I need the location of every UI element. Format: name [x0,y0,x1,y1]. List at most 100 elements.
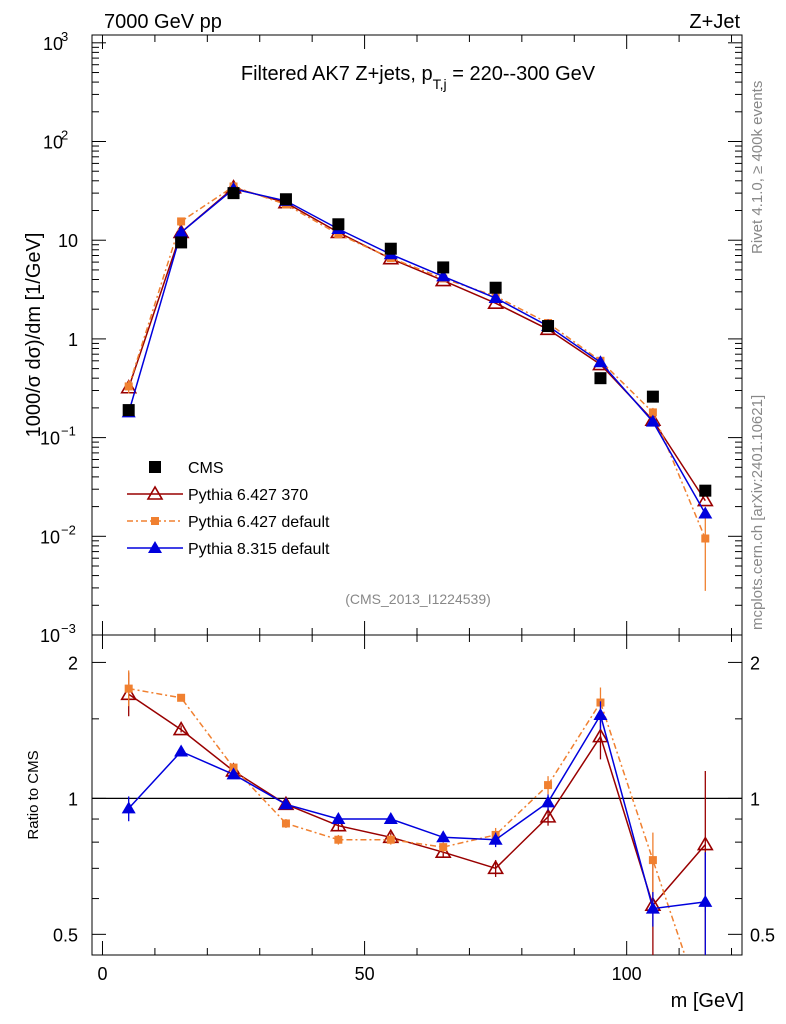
ratioseries-line [128,687,686,955]
x-tick-label: 100 [612,964,642,984]
y-tick-label: 10 [58,231,78,251]
maindata-point [175,236,188,249]
header-left-label: 7000 GeV pp [104,11,222,33]
ratiodata-point [645,901,660,914]
ratiodata-point [592,728,609,743]
y-tick-label: 1 [68,330,78,350]
ratioseries-line [128,693,706,907]
ratiodata-point [278,797,293,810]
maindata-point [122,404,135,417]
ratiodata-point [124,684,133,693]
y-tick-label: 10 [43,34,63,54]
maindata-point [542,320,555,333]
maindata-point [279,193,292,206]
ratiodata-point [436,830,451,843]
y-tick-exponent: 2 [61,128,68,143]
maindata-point [696,492,714,507]
rivet-label: Rivet 4.1.0, ≥ 400k events [749,81,766,254]
ratio-y-tick-label-right: 0.5 [750,925,775,945]
legend-marker [149,461,161,473]
y-tick-exponent: −1 [61,424,76,439]
main-y-axis-label: 1000/σ dσ)/dm [1/GeV] [23,233,45,438]
ratiodata-point [648,856,657,865]
maindata-point [594,372,607,385]
ratiodata-point [488,832,503,845]
analysis-annotation: (CMS_2013_I1224539) [345,591,491,607]
mainseries-line [127,188,706,514]
mainseries-line [127,185,706,539]
ratiodata-point [334,835,343,844]
maindata-point [645,414,660,427]
maindata-point [227,187,240,200]
ratiodata-point [698,894,713,907]
maindata-point [698,506,713,519]
y-tick-exponent: 3 [61,29,68,44]
x-tick-label: 0 [97,964,107,984]
legend-marker [148,541,162,553]
ratiodata-point [386,835,395,844]
ratio-y-tick-label-right: 2 [750,653,760,673]
maindata-point [124,382,133,391]
y-tick-label: 10 [40,429,60,449]
y-tick-exponent: −2 [61,522,76,537]
maindata-point [177,217,186,226]
ratiodata-point [329,817,347,832]
ratiodata-point [281,819,290,828]
y-tick-label: 10 [40,527,60,547]
ratio-y-axis-label: Ratio to CMS [25,750,42,839]
maindata-point [488,290,503,303]
header-right-label: Z+Jet [689,11,740,33]
ratiodata-point [541,795,556,808]
legend-label: Pythia 6.427 370 [188,487,308,504]
ratiodata-point [539,808,557,823]
maindata-point [699,484,712,497]
maindata-point [174,225,189,238]
y-tick-exponent: −3 [61,621,76,636]
mainseries-line [127,186,706,502]
ratio-y-tick-label: 2 [68,653,78,673]
maindata-point [593,355,608,368]
legend-label: Pythia 6.427 default [188,514,330,531]
ratio-y-tick-label: 1 [68,789,78,809]
ratiodata-point [696,836,714,851]
ratiodata-point [487,859,505,875]
ratiodata-point [434,843,452,859]
ratio-plot-frame [91,634,743,956]
legend-label: CMS [188,460,224,477]
y-tick-base: 10 [40,429,60,449]
maindata-point [489,281,502,294]
maindata-point [332,218,345,231]
ratiodata-point [331,812,346,825]
legend-label: Pythia 8.315 default [188,541,330,558]
ratiodata-point [544,781,553,790]
ratiodata-point [172,721,190,736]
maindata-point [384,242,397,255]
maindata-point [436,269,451,282]
x-tick-label: 50 [355,964,375,984]
ratiodata-point [121,801,136,814]
ratioseries-line [128,713,706,910]
y-tick-base: 10 [43,34,63,54]
maindata-point [437,261,450,274]
y-tick-base: 10 [40,527,60,547]
legend-marker [146,485,164,500]
maindata-point [646,390,659,403]
ratiodata-point [226,767,241,780]
y-tick-label: 10 [40,626,60,646]
ratiodata-point [177,693,186,702]
ratio-y-tick-label: 0.5 [53,925,78,945]
maindata-point [334,230,343,239]
ratiodata-point [593,707,608,720]
maindata-point [648,408,657,417]
ratiodata-point [174,744,189,757]
y-tick-base: 10 [43,133,63,153]
ratiodata-point [439,843,448,852]
y-tick-label: 10 [43,133,63,153]
x-axis-label: m [GeV] [671,990,744,1012]
legend-marker [151,517,159,525]
main-title: Filtered AK7 Z+jets, pT,j = 220--300 GeV [241,63,596,92]
mcplots-label: mcplots.cern.ch [arXiv:2401.10621] [749,395,766,630]
maindata-point [701,534,710,543]
